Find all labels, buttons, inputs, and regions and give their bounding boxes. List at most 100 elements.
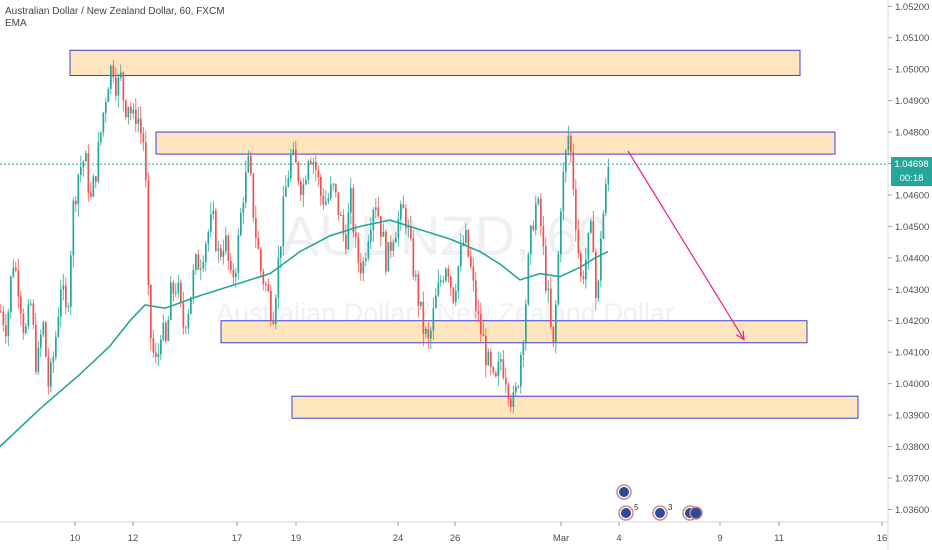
current-price-label: 1.04698 — [891, 156, 932, 172]
candle-body — [300, 181, 302, 195]
candle-body — [10, 276, 12, 313]
x-tick-label: 19 — [291, 533, 302, 544]
y-tick-label: 1.03800 — [895, 442, 929, 453]
candle-body — [35, 324, 37, 372]
event-flag — [621, 508, 631, 518]
watermark-symbol: AUDNZD, 60 — [282, 204, 609, 267]
y-tick-label: 1.04300 — [895, 285, 929, 296]
candle-body — [330, 184, 332, 199]
candle-body — [372, 209, 375, 230]
candle-body — [282, 196, 285, 247]
indicator-label[interactable]: EMA — [5, 18, 27, 29]
candle-body — [562, 171, 565, 212]
candle-body — [295, 149, 297, 163]
candle-body — [600, 238, 602, 281]
candle-body — [267, 284, 270, 292]
candle-body — [102, 112, 105, 133]
candle-body — [65, 285, 67, 308]
candle-body — [250, 155, 252, 174]
y-tick-label: 1.04400 — [895, 253, 929, 264]
candle-body — [225, 235, 227, 251]
candle-body — [535, 203, 537, 230]
x-tick-label: 10 — [70, 533, 81, 544]
candle-body — [475, 280, 477, 312]
candle-body — [180, 282, 182, 304]
candle-body — [147, 180, 150, 285]
candle-body — [115, 77, 117, 96]
event-flag-icon[interactable]: 3 — [652, 503, 673, 521]
candle-body — [335, 184, 337, 193]
candle-body — [202, 262, 205, 269]
candle-body — [435, 295, 437, 309]
y-tick-label: 1.03700 — [895, 473, 929, 484]
candle-body — [605, 184, 607, 214]
candle-body — [302, 184, 305, 195]
candle-body — [392, 242, 395, 251]
candle-body — [482, 334, 485, 337]
candle-body — [177, 282, 180, 293]
ema-line — [0, 219, 609, 448]
candle-body — [12, 267, 15, 277]
candle-body — [442, 280, 445, 282]
candle-body — [165, 322, 167, 341]
candle-body — [410, 227, 412, 239]
symbol-title[interactable]: Australian Dollar / New Zealand Dollar, … — [5, 6, 225, 17]
candle-body — [470, 256, 472, 267]
y-tick-label: 1.04000 — [895, 379, 929, 390]
candle-body — [530, 225, 532, 255]
candle-body — [190, 297, 192, 314]
candle-body — [592, 220, 595, 252]
candle-body — [297, 162, 300, 182]
candle-body — [477, 311, 480, 314]
candle-body — [15, 267, 17, 271]
candle-body — [130, 106, 132, 114]
candle-body — [517, 386, 520, 388]
candle-body — [537, 198, 540, 204]
event-flag-icon[interactable]: 5 — [618, 503, 639, 521]
candle-body — [117, 77, 120, 96]
candle-body — [560, 211, 562, 255]
candle-body — [220, 248, 222, 257]
candle-body — [175, 292, 177, 294]
event-flag-icon — [689, 506, 703, 520]
chart-header: Australian Dollar / New Zealand Dollar, … — [5, 6, 225, 30]
x-tick-label: 17 — [232, 533, 243, 544]
candle-body — [450, 276, 452, 288]
zone-rect — [220, 320, 808, 344]
candle-body — [352, 188, 355, 233]
candle-body — [55, 336, 57, 358]
price-axis[interactable]: 1.052001.051001.050001.049001.048001.047… — [887, 0, 929, 550]
candle-body — [437, 282, 440, 296]
candle-body — [82, 161, 85, 167]
candle-body — [602, 213, 605, 239]
candle-body — [0, 311, 2, 313]
candle-body — [515, 386, 517, 393]
candle-body — [182, 303, 185, 328]
candle-body — [337, 192, 340, 215]
event-flag-icon[interactable] — [616, 484, 632, 500]
candle-body — [17, 270, 20, 297]
projection-arrow — [627, 150, 745, 341]
time-axis[interactable]: 10 12 17 19 24 26 Mar 4 9 11 16 — [0, 521, 888, 544]
y-tick-label: 1.05200 — [895, 2, 929, 13]
candle-body — [485, 336, 487, 366]
y-tick-label: 1.04900 — [895, 96, 929, 107]
y-tick-label: 1.03600 — [895, 505, 929, 516]
candle-body — [505, 377, 507, 385]
candle-body — [532, 225, 535, 230]
candle-body — [315, 162, 317, 170]
candle-body — [322, 195, 325, 205]
candle-body — [222, 250, 225, 257]
candle-body — [502, 359, 505, 378]
candle-body — [230, 260, 232, 270]
candle-body — [552, 326, 555, 343]
candle-body — [97, 142, 100, 182]
candle-body — [440, 280, 442, 283]
candle-body — [542, 226, 545, 247]
candle-body — [320, 176, 322, 196]
event-count-badge: 3 — [668, 503, 673, 512]
candle-body — [510, 398, 512, 407]
candle-body — [155, 352, 157, 357]
